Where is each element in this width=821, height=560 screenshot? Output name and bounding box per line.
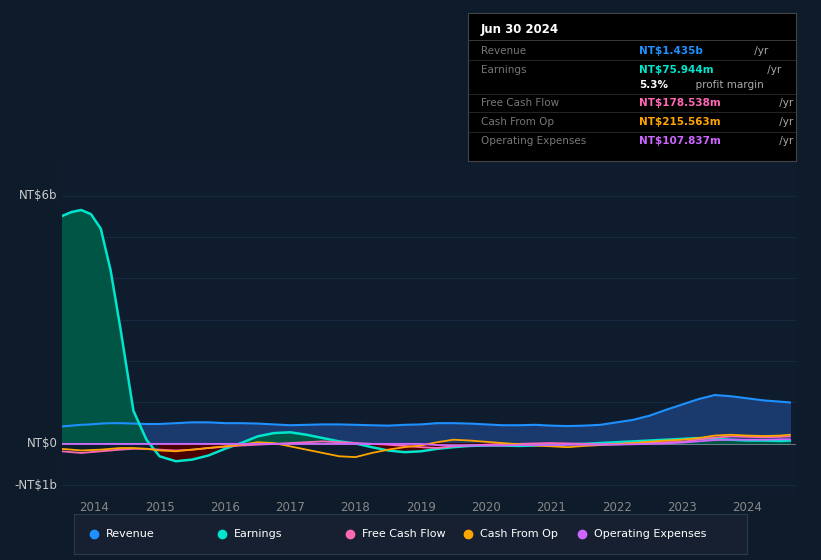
Text: NT$1.435b: NT$1.435b xyxy=(639,46,703,56)
Text: 5.3%: 5.3% xyxy=(639,80,667,90)
Text: NT$6b: NT$6b xyxy=(19,189,57,202)
Text: profit margin: profit margin xyxy=(689,80,764,90)
Text: Revenue: Revenue xyxy=(481,46,526,56)
Text: Free Cash Flow: Free Cash Flow xyxy=(362,529,446,539)
Text: Earnings: Earnings xyxy=(234,529,282,539)
Text: Earnings: Earnings xyxy=(481,65,526,75)
Text: NT$0: NT$0 xyxy=(26,437,57,450)
Text: /yr: /yr xyxy=(776,99,793,109)
Text: -NT$1b: -NT$1b xyxy=(15,479,57,492)
Text: /yr: /yr xyxy=(764,65,781,75)
Text: NT$75.944m: NT$75.944m xyxy=(639,65,713,75)
Text: Free Cash Flow: Free Cash Flow xyxy=(481,99,559,109)
Text: NT$107.837m: NT$107.837m xyxy=(639,136,721,146)
Text: NT$215.563m: NT$215.563m xyxy=(639,117,720,127)
Text: Operating Expenses: Operating Expenses xyxy=(481,136,586,146)
Text: /yr: /yr xyxy=(776,117,793,127)
Text: Jun 30 2024: Jun 30 2024 xyxy=(481,24,559,36)
Text: Cash From Op: Cash From Op xyxy=(481,117,554,127)
Text: /yr: /yr xyxy=(776,136,793,146)
Text: Cash From Op: Cash From Op xyxy=(479,529,557,539)
Text: /yr: /yr xyxy=(751,46,768,56)
Text: NT$178.538m: NT$178.538m xyxy=(639,99,721,109)
Text: Revenue: Revenue xyxy=(106,529,155,539)
Text: Operating Expenses: Operating Expenses xyxy=(594,529,707,539)
